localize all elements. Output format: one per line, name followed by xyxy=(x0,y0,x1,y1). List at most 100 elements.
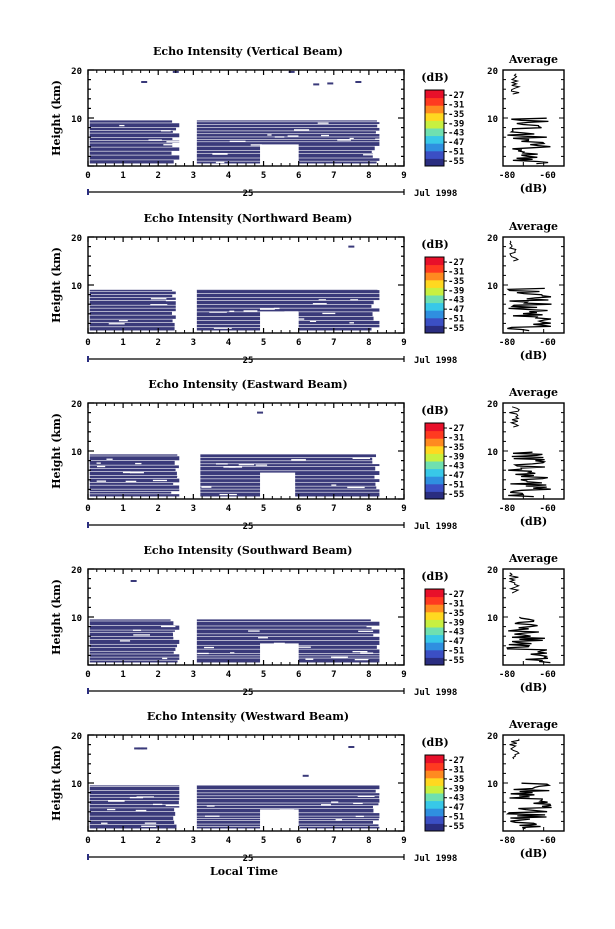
colorbar-tick-label: -47 xyxy=(448,471,464,481)
colorbar-swatch xyxy=(425,611,444,620)
average-title: Average xyxy=(508,718,558,731)
echo-hole xyxy=(230,652,235,654)
colorbar-tick-label: -31 xyxy=(448,599,464,609)
colorbar-tick-label: -43 xyxy=(448,462,464,472)
echo-hole xyxy=(129,472,144,474)
day-label: 25 xyxy=(243,189,254,199)
panel-1: Echo Intensity (Vertical Beam) 0 1 2 3 4 5 6 7 8 9… xyxy=(50,45,565,199)
echo-hole xyxy=(335,819,343,821)
echo-hole xyxy=(119,640,131,642)
avg-y-tick-label: 20 xyxy=(487,566,498,576)
echo-hole xyxy=(148,139,162,141)
panel-3: Echo Intensity (Eastward Beam) 0 1 2 3 4 5 6 7 8 9… xyxy=(50,378,565,532)
colorbar-tick-label: -47 xyxy=(448,803,464,813)
echo-hole xyxy=(278,819,292,821)
colorbar-tick-label: -55 xyxy=(448,157,464,167)
x-tick-label: 4 xyxy=(226,338,232,348)
colorbar-tick-label: -47 xyxy=(448,138,464,148)
sparse-echo xyxy=(137,747,144,750)
echo-hole xyxy=(363,154,375,156)
echo-strip xyxy=(89,160,174,164)
average-profile-upper xyxy=(508,572,521,594)
colorbar-swatch xyxy=(425,90,444,99)
avg-x-tick-label: -60 xyxy=(540,504,556,514)
echo-notch xyxy=(260,311,299,333)
echo-hole xyxy=(152,803,163,806)
echo-strip xyxy=(89,308,176,312)
x-tick-label: 5 xyxy=(261,338,266,348)
echo-hole xyxy=(321,804,331,806)
echo-hole xyxy=(119,124,125,127)
colorbar-swatch xyxy=(425,128,444,137)
y-tick-label: 10 xyxy=(71,448,82,458)
average-profile-upper xyxy=(510,73,521,95)
echo-strip xyxy=(89,621,174,625)
colorbar-swatch xyxy=(425,755,444,764)
average-profile xyxy=(506,616,551,664)
echo-hole xyxy=(150,304,168,306)
average-panel: Average 20 10 -80 -60(dB) xyxy=(487,386,565,528)
echo-hole xyxy=(107,808,116,811)
x-tick-label: 7 xyxy=(331,338,336,348)
echo-hole xyxy=(360,652,374,654)
x-tick-label: 7 xyxy=(331,504,336,514)
echo-strip xyxy=(89,794,180,797)
echo-strip xyxy=(89,644,178,648)
colorbar-swatch xyxy=(425,302,444,311)
x-tick-label: 1 xyxy=(120,836,125,846)
echo-strip xyxy=(89,460,175,465)
echo-hole xyxy=(312,303,327,305)
colorbar-tick-label: -27 xyxy=(448,424,464,434)
echo-hole xyxy=(213,327,232,329)
colorbar-swatch xyxy=(425,445,444,454)
x-tick-label: 2 xyxy=(156,836,161,846)
echo-notch xyxy=(260,643,299,665)
echo-hole xyxy=(108,800,125,802)
colorbar-tick-label: -47 xyxy=(448,637,464,647)
average-profile-upper xyxy=(509,738,520,760)
colorbar-swatch xyxy=(425,491,444,500)
echo-hole xyxy=(212,153,228,155)
echo-hole xyxy=(201,486,212,488)
colorbar-swatch xyxy=(425,642,444,651)
x-tick-label: 3 xyxy=(191,504,196,514)
echo-strip xyxy=(89,123,180,128)
colorbar-frame xyxy=(424,588,445,666)
echo-hole xyxy=(347,486,365,489)
echo-hole xyxy=(204,646,214,649)
echo-strip xyxy=(196,293,380,298)
echo-hole xyxy=(353,802,363,805)
colorbar-swatch xyxy=(425,279,444,288)
colorbar-swatch xyxy=(425,105,444,114)
y-tick-label: 20 xyxy=(71,732,82,742)
average-profile-upper xyxy=(508,240,520,262)
colorbar-tick-label: -55 xyxy=(448,490,464,500)
echo-notch xyxy=(260,472,296,499)
colorbar-tick-label: -35 xyxy=(448,609,464,619)
x-tick-label: 2 xyxy=(156,504,161,514)
average-title: Average xyxy=(508,386,558,399)
sparse-echo xyxy=(327,82,334,85)
echo-strip xyxy=(196,803,379,806)
echo-hole xyxy=(243,310,258,312)
avg-x-tick-label: -80 xyxy=(499,504,515,514)
avg-x-tick-label: -60 xyxy=(540,670,556,680)
echo-strip xyxy=(89,651,174,654)
date-label: Jul 1998 xyxy=(414,854,457,864)
echo-strip xyxy=(200,454,377,458)
colorbar: (dB)-27-31-35-39-43-47-51-55 xyxy=(421,736,464,832)
x-tick-label: 9 xyxy=(401,836,406,846)
average-panel: Average 20 10 -80 -60(dB) xyxy=(487,552,565,694)
echo-hole xyxy=(354,658,369,661)
echo-strip xyxy=(89,632,174,637)
echo-hole xyxy=(106,458,113,460)
x-tick-label: 9 xyxy=(401,670,406,680)
x-tick-label: 3 xyxy=(191,836,196,846)
average-panel: Average 20 10 -80 -60(dB) xyxy=(487,718,565,860)
colorbar-tick-label: -31 xyxy=(448,267,464,277)
x-tick-label: 3 xyxy=(191,171,196,181)
average-frame xyxy=(502,236,565,334)
echo-strip xyxy=(196,793,380,796)
colorbar: (dB)-27-31-35-39-43-47-51-55 xyxy=(421,238,464,334)
echo-hole xyxy=(132,629,142,631)
